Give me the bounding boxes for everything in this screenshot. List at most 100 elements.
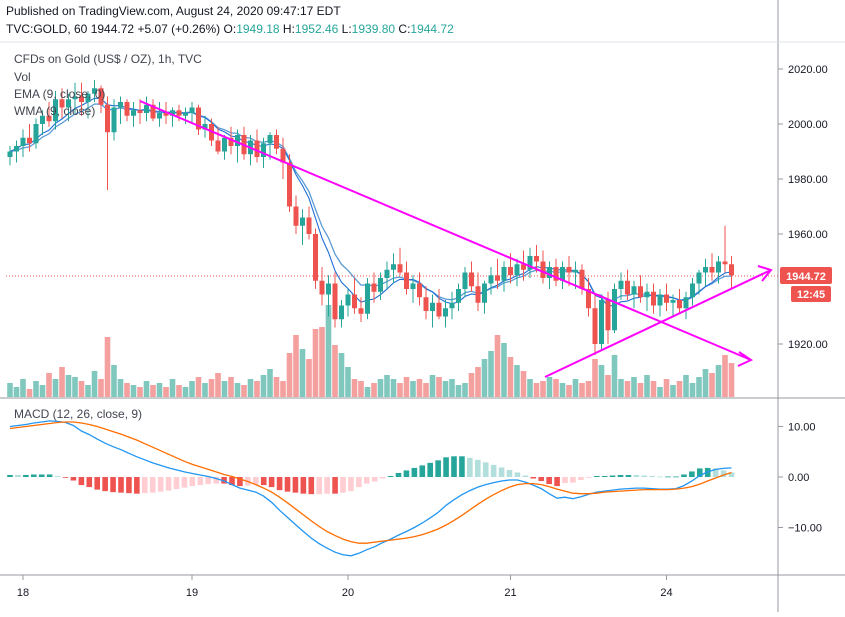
candle-body	[690, 283, 695, 298]
candle-body	[202, 124, 208, 130]
volume-bar	[683, 375, 689, 397]
volume-bar	[273, 377, 280, 397]
volume-bar	[715, 365, 722, 397]
candle-body	[111, 107, 117, 133]
volume-bar	[384, 375, 390, 397]
open-value: 1949.18	[236, 22, 280, 36]
volume-bar	[306, 359, 312, 397]
candle-body	[352, 294, 357, 309]
macd-histogram-bar	[696, 468, 703, 477]
macd-histogram-bar	[403, 470, 410, 477]
macd-histogram-bar	[252, 477, 259, 485]
candle-body	[40, 115, 45, 124]
volume-bar	[657, 387, 663, 397]
candle-body	[534, 256, 539, 262]
volume-bar	[449, 379, 455, 397]
candle-body	[157, 113, 162, 119]
candle-body	[677, 300, 682, 309]
macd-histogram-bar	[229, 477, 235, 486]
volume-bar	[189, 381, 195, 397]
volume-bar	[137, 387, 143, 397]
macd-histogram-bar	[482, 462, 489, 477]
candle-body	[378, 278, 383, 292]
volume-bar	[319, 327, 325, 397]
candle-body	[118, 102, 123, 108]
macd-histogram-bar	[110, 477, 116, 493]
candle-body	[137, 110, 143, 113]
signal-line	[9, 421, 732, 544]
macd-histogram-bar	[546, 477, 552, 485]
candle-body	[579, 269, 585, 289]
volume-bar	[325, 305, 332, 397]
candle-body	[664, 294, 669, 303]
legend-macd: MACD (12, 26, close, 9)	[14, 407, 143, 421]
candle-body	[709, 267, 715, 273]
volume-bar	[507, 357, 514, 397]
volume-bar	[696, 377, 702, 397]
candle-body	[586, 289, 591, 309]
volume-bar	[416, 379, 423, 397]
macd-histogram-bar	[348, 477, 354, 492]
macd-histogram-bar	[340, 477, 346, 493]
macd-histogram-bar	[665, 476, 671, 478]
macd-histogram-bar	[300, 477, 307, 494]
candle-body	[410, 283, 416, 289]
macd-histogram-bar	[134, 477, 140, 494]
candle-body	[235, 135, 240, 146]
volume-bar	[202, 383, 208, 397]
high-label: H:	[282, 22, 295, 36]
candle-body	[306, 217, 312, 234]
close-label: C:	[398, 22, 411, 36]
volume-bar	[637, 383, 644, 397]
ohlc-line: TVC:GOLD, 60 1944.72 +5.07 (+0.26%) O:19…	[6, 22, 454, 36]
macd-histogram-bar	[467, 457, 473, 477]
legend-wma: WMA (9, close)	[14, 104, 96, 118]
macd-histogram-bar	[459, 456, 465, 477]
macd-histogram-bar	[570, 477, 576, 483]
low-label: L:	[341, 22, 352, 36]
candle-body	[105, 104, 110, 133]
volume-bar	[78, 381, 85, 397]
macd-histogram-bar	[617, 474, 624, 477]
macd-histogram-bar	[411, 467, 418, 477]
trendline-down	[139, 100, 752, 361]
macd-histogram-bar	[530, 477, 537, 479]
candle-body	[27, 137, 32, 144]
volume-bar	[65, 375, 72, 397]
candle-body	[319, 280, 325, 295]
volume-bar	[52, 379, 59, 397]
candle-body	[612, 289, 617, 331]
volume-bar	[150, 385, 156, 397]
candle-body	[625, 280, 630, 295]
volume-bar	[546, 377, 553, 397]
macd-histogram-bar	[332, 477, 338, 494]
volume-bar	[117, 379, 124, 397]
volume-bar	[345, 367, 351, 397]
volume-bar	[481, 359, 488, 397]
candle-body	[176, 110, 182, 116]
macd-histogram-bar	[720, 470, 727, 477]
candle-body	[274, 135, 279, 149]
macd-histogram-bar	[562, 477, 568, 484]
candle-body	[72, 96, 78, 100]
volume-bar	[46, 373, 52, 397]
macd-histogram-bar	[126, 477, 132, 494]
time-tick-label: 19	[186, 587, 198, 599]
volume-bar	[709, 373, 715, 397]
candle-body	[189, 107, 195, 113]
candle-body	[332, 283, 338, 320]
macd-histogram-bar	[578, 477, 584, 481]
macd-histogram-bar	[387, 475, 394, 477]
volume-bar	[644, 375, 650, 397]
candle-body	[150, 104, 156, 119]
macd-histogram-bar	[689, 471, 695, 477]
candle-body	[482, 283, 487, 303]
volume-bar	[462, 383, 468, 397]
candle-body	[495, 275, 500, 281]
candle-body	[124, 102, 130, 116]
volume-bar	[488, 351, 494, 397]
macd-histogram-bar	[443, 457, 449, 477]
candle-body	[703, 267, 708, 273]
